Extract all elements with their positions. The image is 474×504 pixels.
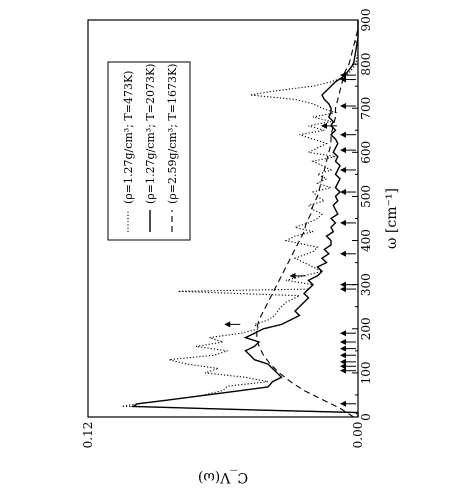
y-axis-label: C_V(ω) — [198, 469, 248, 485]
axis-arrow-head — [340, 330, 346, 337]
series-line-1 — [121, 20, 359, 418]
axis-arrow-head — [340, 147, 346, 154]
x-tick-label: 700 — [359, 97, 373, 120]
x-axis-label: ω [cm⁻¹] — [384, 188, 400, 249]
x-tick-label: 0 — [359, 413, 373, 421]
axis-arrow-head — [340, 345, 346, 352]
series-line-3 — [256, 20, 359, 418]
axis-arrow-head — [340, 281, 346, 288]
curve-arrow-head — [224, 321, 231, 328]
axis-arrow-head — [340, 219, 346, 226]
curve-arrow-head — [289, 272, 296, 279]
x-tick-label: 600 — [359, 141, 373, 164]
x-tick-label: 800 — [359, 53, 373, 76]
x-tick-label: 400 — [359, 229, 373, 252]
axis-arrow-head — [340, 72, 346, 79]
x-tick-label: 200 — [359, 317, 373, 340]
x-tick-label: 500 — [359, 185, 373, 208]
legend-box — [107, 61, 191, 241]
axis-labels-group: ω [cm⁻¹] C_V(ω) — [198, 188, 400, 485]
legend-label-1: (ρ=1.27g/cm³; T=473K) — [122, 71, 135, 204]
axis-arrow-head — [340, 76, 346, 83]
axis-arrow-head — [340, 352, 346, 359]
axis-arrow-head — [340, 339, 346, 346]
axis-arrow-head — [340, 189, 346, 196]
axis-arrow-head — [340, 367, 346, 374]
arrows-group — [224, 72, 356, 407]
x-tick-label: 300 — [359, 273, 373, 296]
axis-arrow-head — [340, 363, 346, 370]
axis-arrow-head — [340, 103, 346, 110]
axis-arrow-head — [340, 286, 346, 293]
series-line-2 — [130, 20, 359, 417]
axis-arrow-head — [340, 400, 346, 407]
y-tick-label: 0.12 — [81, 422, 95, 449]
y-tick-label: 0.00 — [351, 422, 365, 449]
legend: (ρ=1.27g/cm³; T=473K) (ρ=1.27g/cm³; T=207… — [107, 61, 191, 241]
curve-arrow-head — [321, 122, 327, 129]
axis-arrow-head — [340, 358, 346, 365]
x-tick-label: 100 — [359, 361, 373, 384]
x-tick-label: 900 — [359, 9, 373, 32]
ticks-group: 0 100 200 300 400 500 600 700 800 900 0.00 0.12 — [81, 9, 373, 449]
axis-arrow-head — [340, 250, 346, 257]
series-group — [121, 20, 359, 418]
axis-arrow-head — [340, 166, 346, 173]
axis-arrow-head — [340, 131, 346, 138]
legend-label-2: (ρ=1.27g/cm³; T=2073K) — [144, 64, 157, 204]
legend-label-3: (ρ=2.59g/cm³; T=1673K) — [166, 64, 179, 204]
